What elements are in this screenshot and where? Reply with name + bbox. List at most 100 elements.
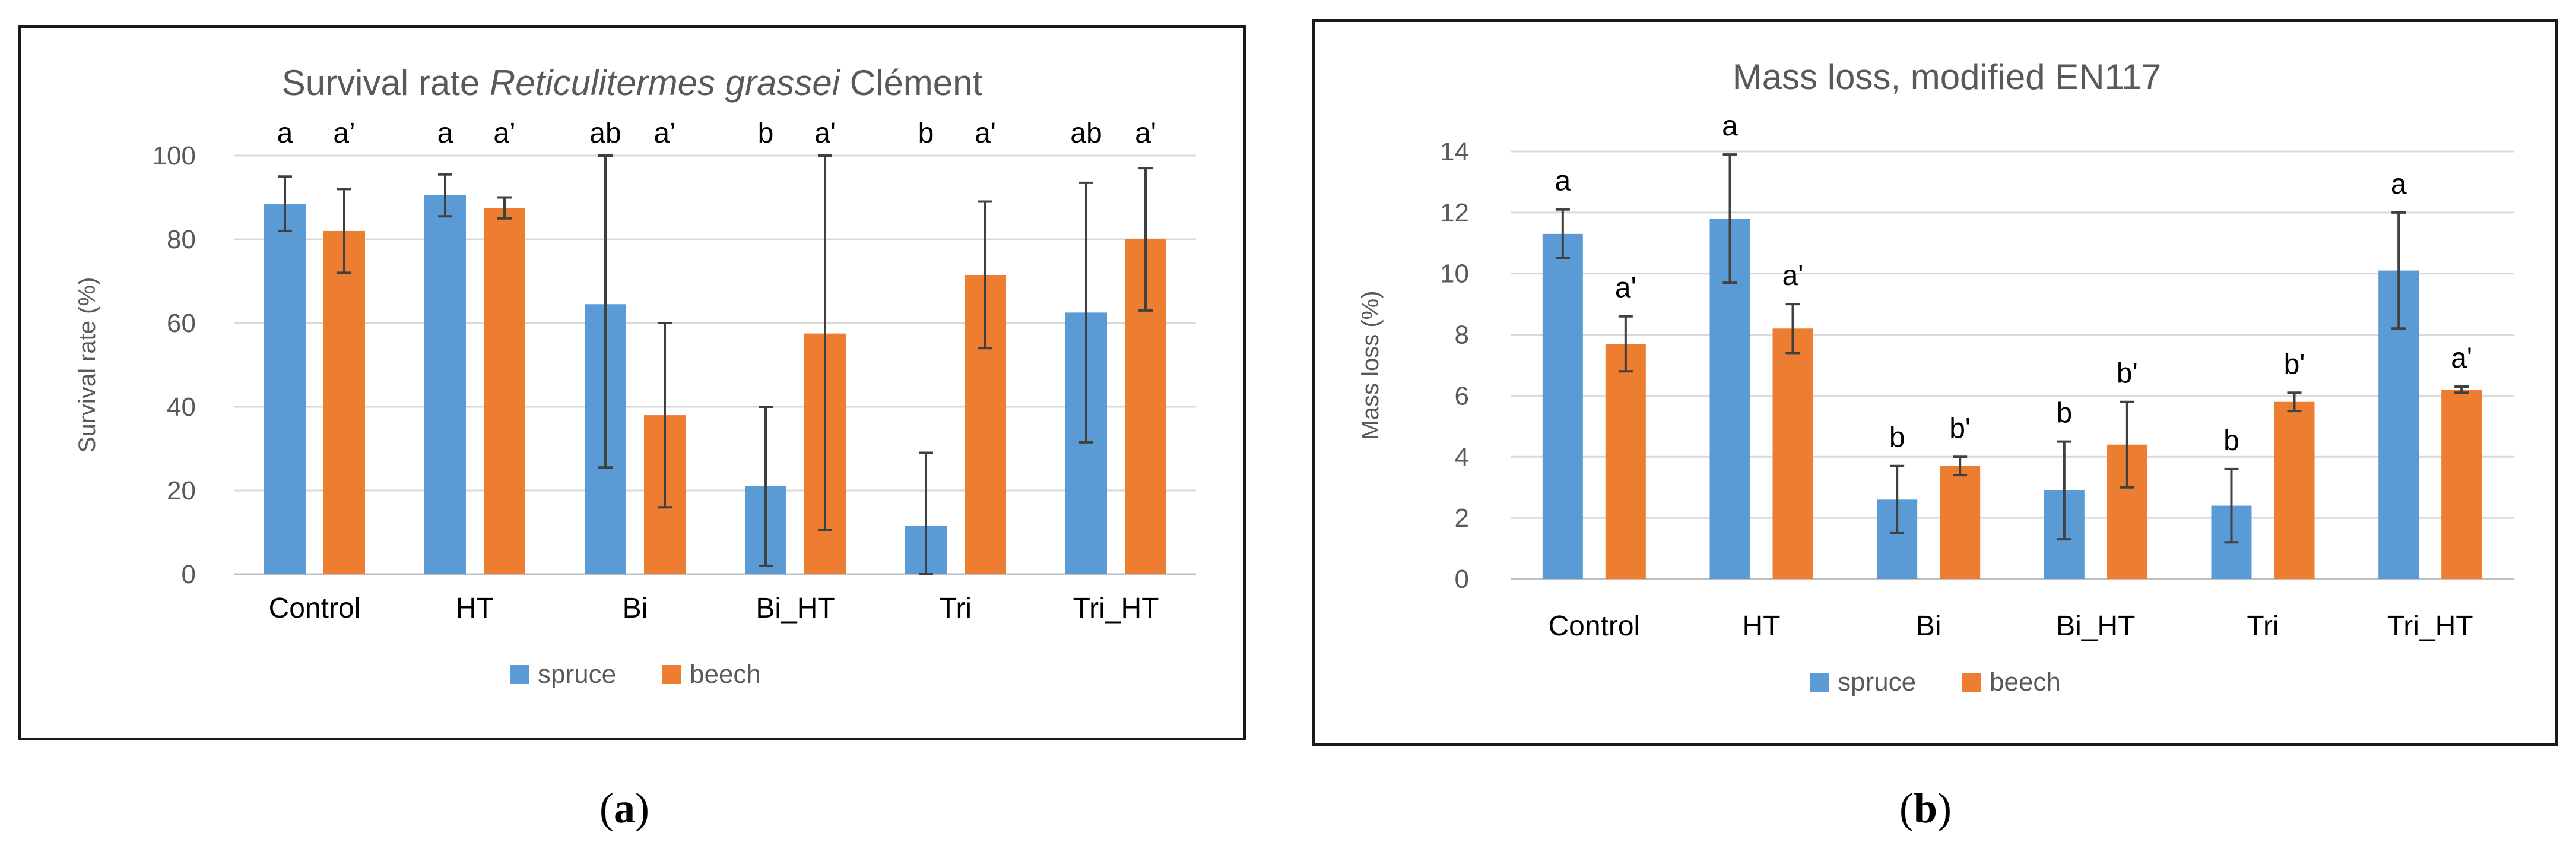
legend-swatch-spruce xyxy=(510,665,529,684)
error-bar xyxy=(759,406,773,567)
bar-beech-Tri_HT xyxy=(2441,390,2482,579)
error-bar xyxy=(2391,211,2406,330)
chart-panel-survival xyxy=(18,25,1246,740)
bar-beech-HT xyxy=(1772,328,1813,579)
error-bar xyxy=(1555,208,1570,259)
y-axis-label: Survival rate (%) xyxy=(74,277,100,453)
category-label: HT xyxy=(1743,610,1781,642)
significance-label: a' xyxy=(975,118,996,149)
category-label: HT xyxy=(456,593,494,624)
bar-spruce-Control xyxy=(1542,233,1583,579)
significance-label: b xyxy=(1889,422,1905,454)
legend-swatch-beech xyxy=(1962,673,1981,692)
error-bar xyxy=(978,200,992,350)
significance-label: a' xyxy=(1135,118,1156,149)
y-tick-label: 80 xyxy=(167,225,196,254)
chart-title: Mass loss, modified EN117 xyxy=(1733,57,2162,97)
significance-label: b xyxy=(2056,398,2072,429)
significance-label: b xyxy=(2223,425,2239,457)
bar-beech-Tri xyxy=(2274,401,2315,579)
error-bar xyxy=(818,154,832,531)
significance-label: a' xyxy=(814,118,836,149)
bar-beech-Control xyxy=(1605,344,1646,579)
significance-label: a’ xyxy=(493,118,515,149)
category-label: Tri xyxy=(2247,610,2279,642)
y-tick-label: 40 xyxy=(167,393,196,422)
significance-label: a xyxy=(1722,110,1738,142)
error-bar xyxy=(1890,464,1905,534)
category-label: Tri_HT xyxy=(2387,610,2473,642)
significance-label: a' xyxy=(2451,343,2472,374)
y-tick-label: 100 xyxy=(153,141,196,170)
y-tick-label: 20 xyxy=(167,476,196,505)
error-bar xyxy=(1722,153,1737,284)
error-bar xyxy=(1785,303,1800,355)
y-axis-label: Mass loss (%) xyxy=(1357,290,1384,439)
significance-label: ab xyxy=(1070,118,1102,149)
error-bar xyxy=(1953,455,1968,477)
error-bar xyxy=(337,188,351,274)
significance-label: a’ xyxy=(653,118,675,149)
bar-spruce-HT xyxy=(424,195,466,575)
y-tick-label: 8 xyxy=(1455,321,1469,350)
legend-label-spruce: spruce xyxy=(1838,667,1916,697)
chart-survival: Survival rate Reticulitermes grassei Clé… xyxy=(74,63,1196,689)
error-bar xyxy=(1079,181,1093,444)
bar-beech-Bi xyxy=(1940,466,1981,579)
chart-panel-mass-loss xyxy=(1312,19,2558,746)
significance-label: b' xyxy=(2284,349,2305,380)
error-bar xyxy=(1618,315,1633,373)
legend-label-spruce: spruce xyxy=(538,660,616,689)
error-bar xyxy=(2287,391,2302,413)
significance-label: b' xyxy=(1949,413,1971,444)
y-tick-label: 2 xyxy=(1455,504,1469,533)
caption-a: (a) xyxy=(599,784,649,832)
significance-label: a xyxy=(437,118,453,149)
significance-label: a’ xyxy=(333,118,355,149)
legend-swatch-beech xyxy=(662,665,681,684)
error-bar xyxy=(278,175,292,232)
legend-label-beech: beech xyxy=(690,660,761,689)
chart-mass-loss: Mass loss, modified EN117 0 2 4 6 8 10 12 14 Mass… xyxy=(1357,57,2514,697)
error-bar xyxy=(438,173,452,218)
category-label: Control xyxy=(269,593,361,624)
significance-label: a' xyxy=(1615,273,1636,304)
error-bar xyxy=(598,154,613,469)
category-label: Bi_HT xyxy=(2056,610,2135,642)
significance-label: a xyxy=(2391,169,2407,200)
y-tick-label: 4 xyxy=(1455,442,1469,471)
y-tick-label: 10 xyxy=(1440,259,1469,289)
significance-label: b' xyxy=(2117,358,2138,390)
error-bar xyxy=(2057,440,2071,541)
error-bar xyxy=(2120,400,2134,489)
category-label: Control xyxy=(1548,610,1640,642)
error-bar xyxy=(919,451,933,575)
y-tick-label: 14 xyxy=(1440,137,1469,166)
error-bar xyxy=(658,322,672,509)
error-bar xyxy=(497,196,512,220)
y-tick-label: 6 xyxy=(1455,381,1469,410)
error-bar xyxy=(2454,385,2469,394)
chart-title: Survival rate Reticulitermes grassei Clé… xyxy=(282,63,983,103)
y-tick-label: 0 xyxy=(182,560,196,589)
error-bar xyxy=(1138,167,1153,312)
significance-label: b xyxy=(758,118,774,149)
legend-swatch-spruce xyxy=(1810,673,1829,692)
category-label: Bi xyxy=(1916,610,1941,642)
significance-label: a' xyxy=(1782,260,1804,292)
error-bar xyxy=(2224,467,2239,544)
category-label: Tri xyxy=(940,593,972,624)
caption-b: (b) xyxy=(1899,784,1952,832)
y-tick-label: 0 xyxy=(1455,565,1469,594)
significance-label: b xyxy=(918,118,934,149)
y-tick-label: 12 xyxy=(1440,198,1469,227)
category-label: Bi xyxy=(623,593,648,624)
bar-beech-Control xyxy=(323,230,365,574)
significance-label: a xyxy=(1555,166,1571,197)
bar-spruce-Control xyxy=(264,204,306,574)
y-tick-label: 60 xyxy=(167,309,196,338)
significance-label: ab xyxy=(589,118,621,149)
category-label: Bi_HT xyxy=(756,593,835,624)
category-label: Tri_HT xyxy=(1073,593,1159,624)
